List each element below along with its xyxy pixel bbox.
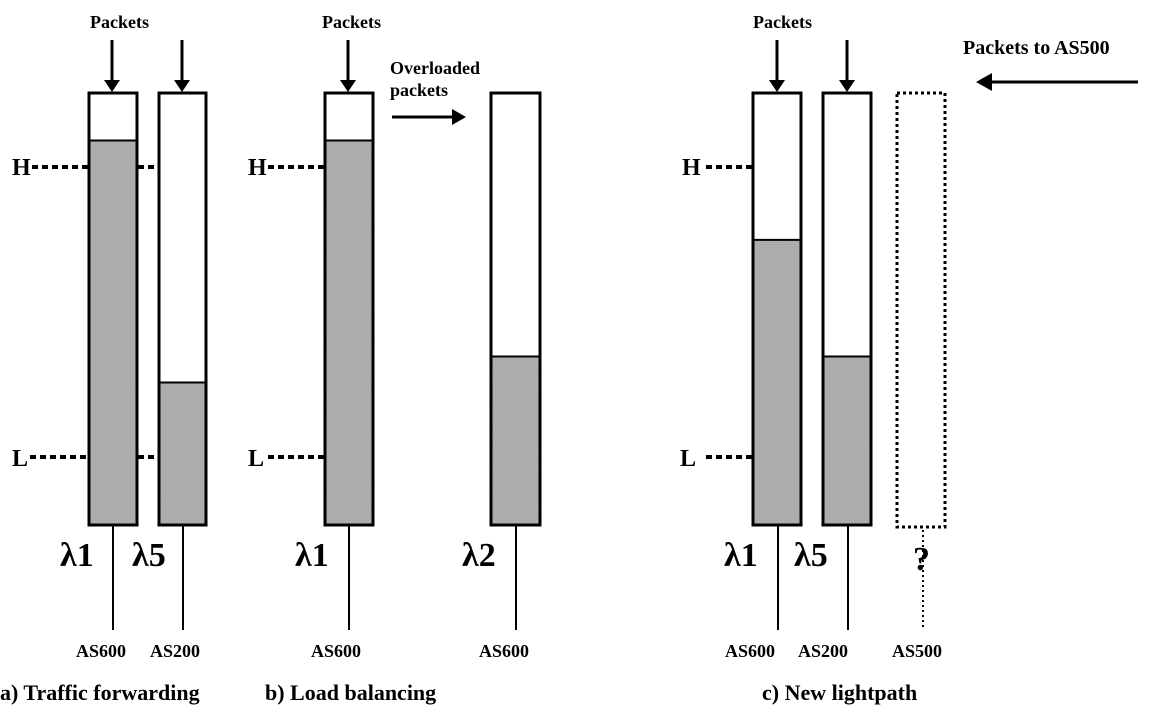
as-label: AS200 xyxy=(150,641,200,661)
as-label: AS600 xyxy=(311,641,361,661)
queue-a1 xyxy=(87,91,139,630)
low-level-label: L xyxy=(680,446,696,472)
pending-queue-border xyxy=(895,91,947,529)
wavelength-label: λ5 xyxy=(794,537,828,574)
packets-arrowhead xyxy=(769,80,785,92)
panel-c: Packets Packets to AS500 H L xyxy=(680,12,1138,705)
wavelength-label: λ2 xyxy=(462,537,496,574)
queue-c2 xyxy=(821,91,873,630)
panel-caption: c) New lightpath xyxy=(762,680,917,705)
as-label: AS600 xyxy=(76,641,126,661)
incoming-packets-label: Packets to AS500 xyxy=(963,37,1110,59)
overloaded-label: packets xyxy=(390,80,448,100)
panel-b: Packets Overloaded packets H L λ1 λ2 AS6… xyxy=(248,12,542,705)
wavelength-label: λ1 xyxy=(60,537,94,574)
packets-arrowhead xyxy=(340,80,356,92)
as-label: AS600 xyxy=(725,641,775,661)
panel-caption: a) Traffic forwarding xyxy=(0,680,200,705)
packets-label: Packets xyxy=(322,12,381,32)
unknown-wavelength-label: ? xyxy=(913,541,930,578)
high-level-label: H xyxy=(12,155,31,181)
queue-b2 xyxy=(489,91,542,630)
queue-fill-texture xyxy=(823,356,871,525)
queue-b1 xyxy=(323,91,375,630)
packets-arrowhead xyxy=(174,80,190,92)
as-label: AS600 xyxy=(479,641,529,661)
packets-arrowhead xyxy=(839,80,855,92)
queue-fill-texture xyxy=(159,382,206,525)
panel-a: Packets H L λ1 λ5 AS600 AS200 a) Traffi xyxy=(0,12,208,705)
queue-c3-pending xyxy=(895,91,947,630)
queue-fill-texture xyxy=(325,140,373,525)
high-level-label: H xyxy=(682,155,701,181)
queue-fill-texture xyxy=(89,140,137,525)
queue-fill-texture xyxy=(491,356,540,525)
as-label: AS200 xyxy=(798,641,848,661)
queue-fill-texture xyxy=(753,239,801,525)
incoming-arrowhead xyxy=(976,73,992,91)
low-level-label: L xyxy=(248,446,264,472)
queue-a2 xyxy=(157,91,208,630)
as-label: AS500 xyxy=(892,641,942,661)
wavelength-label: λ5 xyxy=(132,537,166,574)
low-level-label: L xyxy=(12,446,28,472)
panel-caption: b) Load balancing xyxy=(265,680,436,705)
overloaded-label: Overloaded xyxy=(390,58,480,78)
packets-label: Packets xyxy=(753,12,812,32)
packets-label: Packets xyxy=(90,12,149,32)
wavelength-label: λ1 xyxy=(295,537,329,574)
packets-arrowhead xyxy=(104,80,120,92)
wavelength-label: λ1 xyxy=(724,537,758,574)
overload-arrowhead xyxy=(452,109,466,125)
high-level-label: H xyxy=(248,155,267,181)
queue-c1 xyxy=(751,91,803,630)
